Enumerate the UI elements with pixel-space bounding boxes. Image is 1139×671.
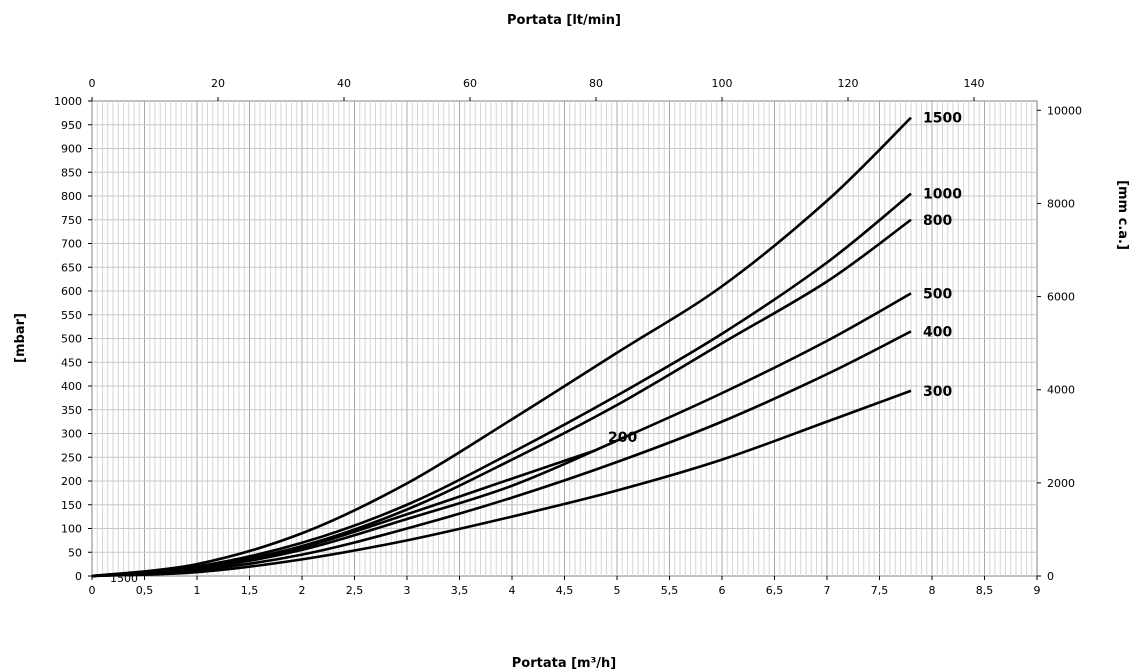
left-tick-label: 800 bbox=[61, 190, 82, 203]
bottom-tick-label: 4,5 bbox=[556, 584, 574, 597]
curves bbox=[91, 116, 912, 578]
curve-300 bbox=[91, 389, 912, 578]
right-tick-label: 10000 bbox=[1047, 104, 1082, 117]
top-tick-label: 60 bbox=[463, 77, 477, 90]
bottom-tick-label: 6,5 bbox=[766, 584, 784, 597]
top-tick-label: 120 bbox=[838, 77, 859, 90]
stray-curve-label: 1500 bbox=[110, 572, 138, 585]
top-tick-label: 80 bbox=[589, 77, 603, 90]
bottom-tick-label: 2 bbox=[299, 584, 306, 597]
bottom-tick-label: 0,5 bbox=[136, 584, 154, 597]
right-tick-label: 0 bbox=[1047, 570, 1054, 583]
right-tick-label: 6000 bbox=[1047, 291, 1075, 304]
left-tick-label: 200 bbox=[61, 475, 82, 488]
left-tick-label: 350 bbox=[61, 404, 82, 417]
top-axis-title: Portata [lt/min] bbox=[507, 13, 621, 28]
left-tick-label: 300 bbox=[61, 428, 82, 441]
left-tick-label: 0 bbox=[75, 570, 82, 583]
right-tick-label: 2000 bbox=[1047, 477, 1075, 490]
top-tick-label: 20 bbox=[211, 77, 225, 90]
left-tick-label: 750 bbox=[61, 214, 82, 227]
labels: 1500 1000 800 200 500 400 300 bbox=[608, 111, 962, 447]
curve-1500 bbox=[91, 116, 912, 578]
left-tick-label: 1000 bbox=[54, 95, 82, 108]
bottom-tick-label: 2,5 bbox=[346, 584, 364, 597]
curve-500 bbox=[91, 292, 912, 578]
right-axis-title: [mm c.a.] bbox=[1115, 180, 1130, 250]
bottom-tick-label: 1,5 bbox=[241, 584, 259, 597]
top-tick-label: 0 bbox=[89, 77, 96, 90]
bottom-tick-label: 4 bbox=[509, 584, 516, 597]
left-tick-label: 100 bbox=[61, 523, 82, 536]
grid bbox=[92, 101, 1037, 576]
left-tick-label: 150 bbox=[61, 499, 82, 512]
bottom-tick-label: 3,5 bbox=[451, 584, 469, 597]
curve-label-800: 800 bbox=[923, 213, 952, 229]
ticks: 0 0,5 1 1,5 2 2,5 3 3,5 4 4,5 5 5,5 6 6,5 7 7,5 8 8,5 90 20… bbox=[54, 77, 1082, 597]
curve-label-1500: 1500 bbox=[923, 111, 962, 127]
bottom-axis-title: Portata [m³/h] bbox=[512, 656, 617, 671]
curve-400 bbox=[91, 330, 912, 578]
left-tick-label: 600 bbox=[61, 285, 82, 298]
left-tick-label: 550 bbox=[61, 309, 82, 322]
left-tick-label: 250 bbox=[61, 451, 82, 464]
left-tick-label: 450 bbox=[61, 356, 82, 369]
left-tick-label: 650 bbox=[61, 261, 82, 274]
left-tick-label: 400 bbox=[61, 380, 82, 393]
top-tick-label: 100 bbox=[712, 77, 733, 90]
bottom-tick-label: 0 bbox=[89, 584, 96, 597]
curve-1000 bbox=[91, 192, 912, 578]
top-tick-label: 140 bbox=[964, 77, 985, 90]
bottom-tick-label: 8 bbox=[929, 584, 936, 597]
bottom-tick-label: 3 bbox=[404, 584, 411, 597]
left-tick-label: 500 bbox=[61, 333, 82, 346]
bottom-tick-label: 5,5 bbox=[661, 584, 679, 597]
curve-label-400: 400 bbox=[923, 324, 952, 340]
right-tick-label: 8000 bbox=[1047, 197, 1075, 210]
top-tick-label: 40 bbox=[337, 77, 351, 90]
left-tick-label: 900 bbox=[61, 143, 82, 156]
bottom-tick-label: 6 bbox=[719, 584, 726, 597]
bottom-tick-label: 7,5 bbox=[871, 584, 889, 597]
left-axis-title: [mbar] bbox=[13, 313, 28, 363]
bottom-tick-label: 8,5 bbox=[976, 584, 994, 597]
left-tick-label: 50 bbox=[68, 546, 82, 559]
bottom-tick-label: 5 bbox=[614, 584, 621, 597]
curve-label-1000: 1000 bbox=[923, 187, 962, 203]
curve-label-300: 300 bbox=[923, 384, 952, 400]
bottom-tick-label: 9 bbox=[1034, 584, 1041, 597]
right-tick-label: 4000 bbox=[1047, 384, 1075, 397]
bottom-tick-label: 7 bbox=[824, 584, 831, 597]
curve-label-500: 500 bbox=[923, 286, 952, 302]
left-tick-label: 700 bbox=[61, 238, 82, 251]
curve-label-200: 200 bbox=[608, 430, 637, 446]
bottom-tick-label: 1 bbox=[194, 584, 201, 597]
left-tick-label: 850 bbox=[61, 166, 82, 179]
left-tick-label: 950 bbox=[61, 119, 82, 132]
